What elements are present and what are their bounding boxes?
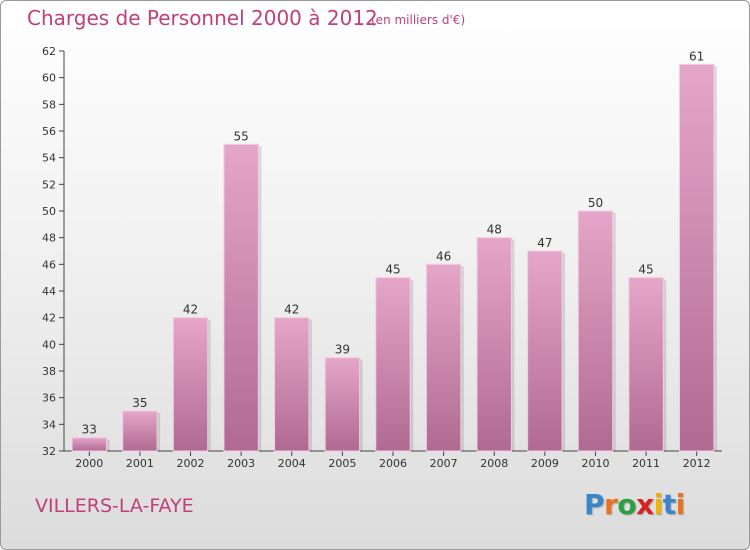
x-tick-label: 2012	[683, 457, 711, 470]
bar	[223, 143, 259, 452]
logo-letter: x	[636, 488, 654, 521]
y-tick-label: 38	[42, 365, 56, 378]
x-tick-label: 2011	[632, 457, 660, 470]
bar	[71, 437, 108, 452]
y-tick-label: 44	[42, 285, 56, 298]
logo-letter: r	[604, 488, 618, 521]
x-tick-label: 2009	[531, 457, 559, 470]
logo-letter: o	[617, 488, 637, 521]
x-tick-label: 2002	[177, 457, 205, 470]
x-tick-label: 2003	[227, 457, 255, 470]
bar	[172, 317, 209, 452]
x-tick-label: 2006	[379, 457, 407, 470]
logo-letter: t	[662, 488, 676, 521]
bar-value-label: 50	[588, 196, 603, 210]
bar	[527, 250, 563, 452]
x-tick-label: 2008	[480, 457, 508, 470]
axes: 32 34 36 38 40 42 44 46 48 50 52 54 56 58 60 62 2000 2001…	[42, 45, 722, 470]
x-tick-label: 2001	[126, 457, 154, 470]
y-tick-label: 42	[42, 312, 56, 325]
y-tick-label: 40	[42, 338, 56, 351]
bar	[577, 210, 614, 452]
y-tick-label: 50	[42, 205, 56, 218]
y-tick-label: 56	[42, 125, 56, 138]
bar-value-label: 35	[132, 396, 147, 410]
bars	[71, 63, 717, 452]
commune-name: VILLERS-LA-FAYE	[35, 495, 194, 517]
logo-letter: P	[584, 488, 605, 521]
bar	[375, 277, 411, 452]
bar-value-label: 55	[234, 129, 249, 143]
bar-value-label: 42	[284, 303, 299, 317]
chart-subtitle: (en milliers d'€)	[371, 13, 466, 27]
y-tick-label: 62	[42, 45, 56, 58]
bar	[425, 263, 462, 452]
bar-value-label: 42	[183, 303, 198, 317]
bar-value-label: 39	[335, 343, 350, 357]
bar-value-label: 46	[436, 249, 451, 263]
y-tick-label: 46	[42, 258, 56, 271]
chart-title: Charges de Personnel 2000 à 2012	[27, 6, 378, 30]
bar	[122, 410, 158, 452]
y-tick-label: 48	[42, 232, 56, 245]
bar-value-label: 61	[689, 49, 704, 63]
logo-letter: i	[653, 488, 664, 521]
bar-value-label: 48	[487, 223, 502, 237]
y-tick-label: 52	[42, 178, 56, 191]
bar	[274, 317, 310, 452]
bar	[476, 237, 512, 452]
x-tick-label: 2005	[328, 457, 356, 470]
x-tick-label: 2004	[278, 457, 306, 470]
x-tick-label: 2000	[75, 457, 103, 470]
x-tick-label: 2010	[581, 457, 609, 470]
bar-value-label: 45	[638, 263, 653, 277]
y-tick-label: 32	[42, 445, 56, 458]
bar	[628, 277, 664, 452]
data-labels: 33 35 42 55 42 39 45 46 48 47 50 45 61	[82, 49, 705, 436]
bar	[678, 63, 715, 452]
bar	[324, 357, 361, 452]
bar-value-label: 33	[82, 423, 97, 437]
x-tick-label: 2007	[430, 457, 458, 470]
y-tick-label: 58	[42, 98, 56, 111]
y-tick-label: 34	[42, 418, 56, 431]
y-tick-label: 54	[42, 152, 56, 165]
bar-value-label: 47	[537, 236, 552, 250]
proxiti-logo: Proxiti	[584, 488, 685, 521]
bar-value-label: 45	[385, 263, 400, 277]
y-tick-label: 36	[42, 392, 56, 405]
y-tick-label: 60	[42, 72, 56, 85]
logo-letter: i	[675, 488, 686, 521]
